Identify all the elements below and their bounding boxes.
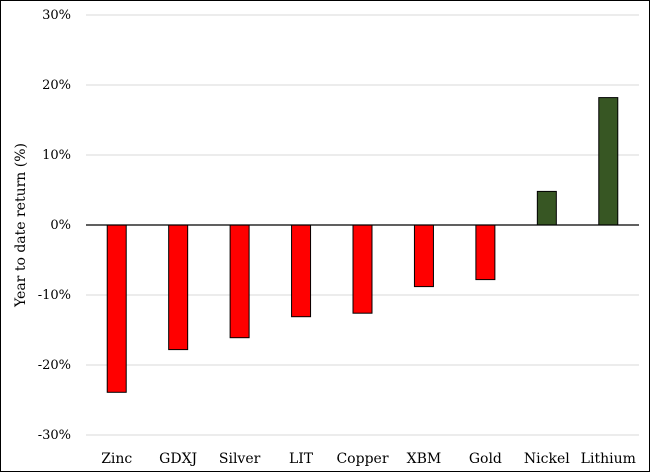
category-label: LIT <box>289 451 314 467</box>
bars <box>106 97 619 393</box>
category-label: XBM <box>407 451 442 467</box>
category-label: Copper <box>336 451 388 467</box>
y-tick-label: -30% <box>38 428 71 443</box>
bar-xbm <box>413 224 434 288</box>
bar-silver <box>229 224 250 339</box>
y-tick-labels: 30% 20% 10% 0% -10% -20% -30% <box>38 8 71 443</box>
category-labels: Zinc GDXJ Silver LIT Copper XBM Gold Nickel Lith… <box>101 451 636 467</box>
y-tick-label: 20% <box>42 78 71 93</box>
y-axis-title: Year to date return (%) <box>13 143 29 308</box>
category-label: Zinc <box>101 451 132 467</box>
bar-copper <box>352 224 373 314</box>
y-tick-label: 10% <box>42 148 71 163</box>
y-tick-label: -20% <box>38 358 71 373</box>
bar-lit <box>291 224 312 318</box>
y-tick-label: 30% <box>42 8 71 23</box>
bar-nickel <box>536 190 557 226</box>
bar-zinc <box>106 224 127 393</box>
y-tick-label: 0% <box>50 218 71 233</box>
y-tick-label: -10% <box>38 288 71 303</box>
bar-lithium <box>598 97 619 226</box>
category-label: Lithium <box>581 451 636 467</box>
category-label: GDXJ <box>159 451 197 467</box>
bar-gdxj <box>168 224 189 351</box>
bar-gold <box>475 224 496 281</box>
category-label: Silver <box>219 451 261 467</box>
category-label: Nickel <box>524 451 570 467</box>
category-label: Gold <box>469 451 502 467</box>
